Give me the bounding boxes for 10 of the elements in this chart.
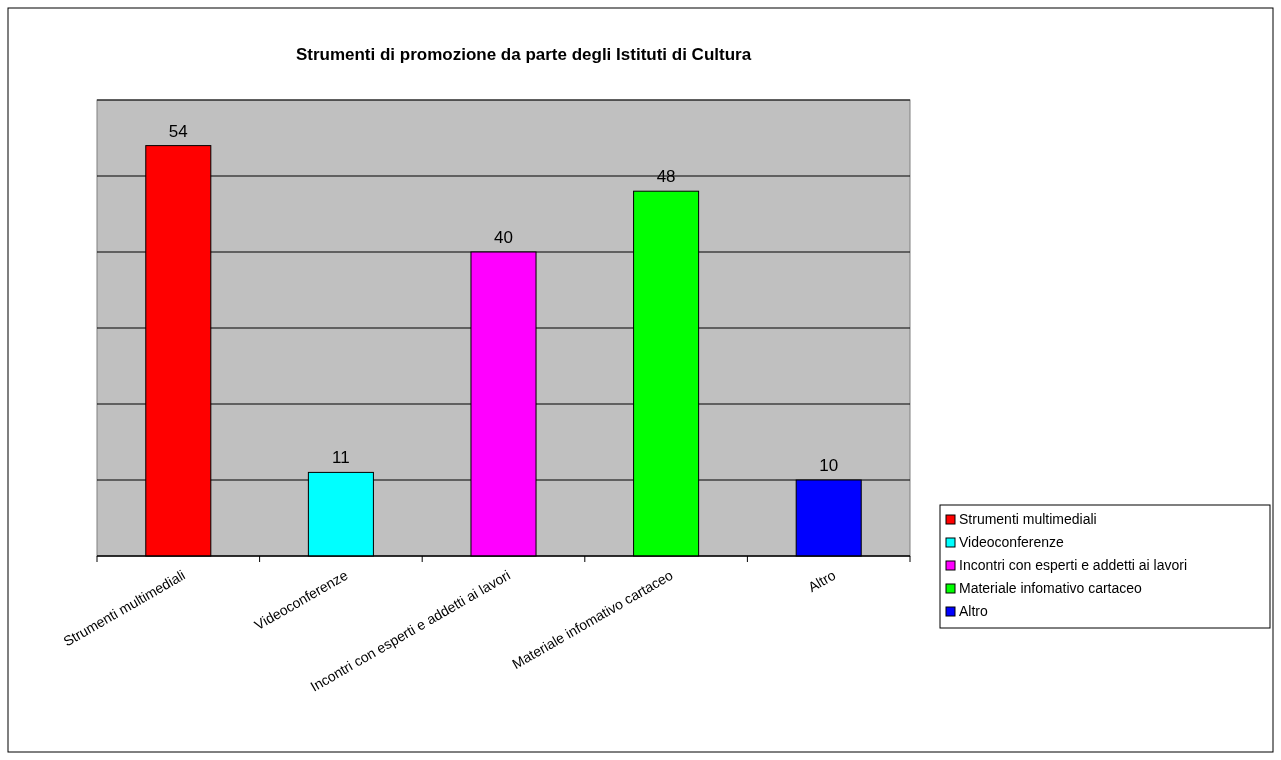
data-label: 11 bbox=[332, 448, 350, 468]
data-label: 10 bbox=[819, 456, 839, 475]
data-label: 40 bbox=[494, 228, 513, 247]
chart-title: Strumenti di promozione da parte degli Istituti di Cultura bbox=[295, 45, 752, 64]
legend-label: Videoconferenze bbox=[959, 534, 1065, 550]
x-tick-label: Altro bbox=[805, 566, 839, 595]
legend-label: Materiale infomativo cartaceo bbox=[959, 580, 1143, 596]
data-label: 48 bbox=[656, 167, 676, 187]
data-label: 54 bbox=[168, 121, 188, 141]
legend-label: Strumenti multimediali bbox=[959, 511, 1097, 527]
